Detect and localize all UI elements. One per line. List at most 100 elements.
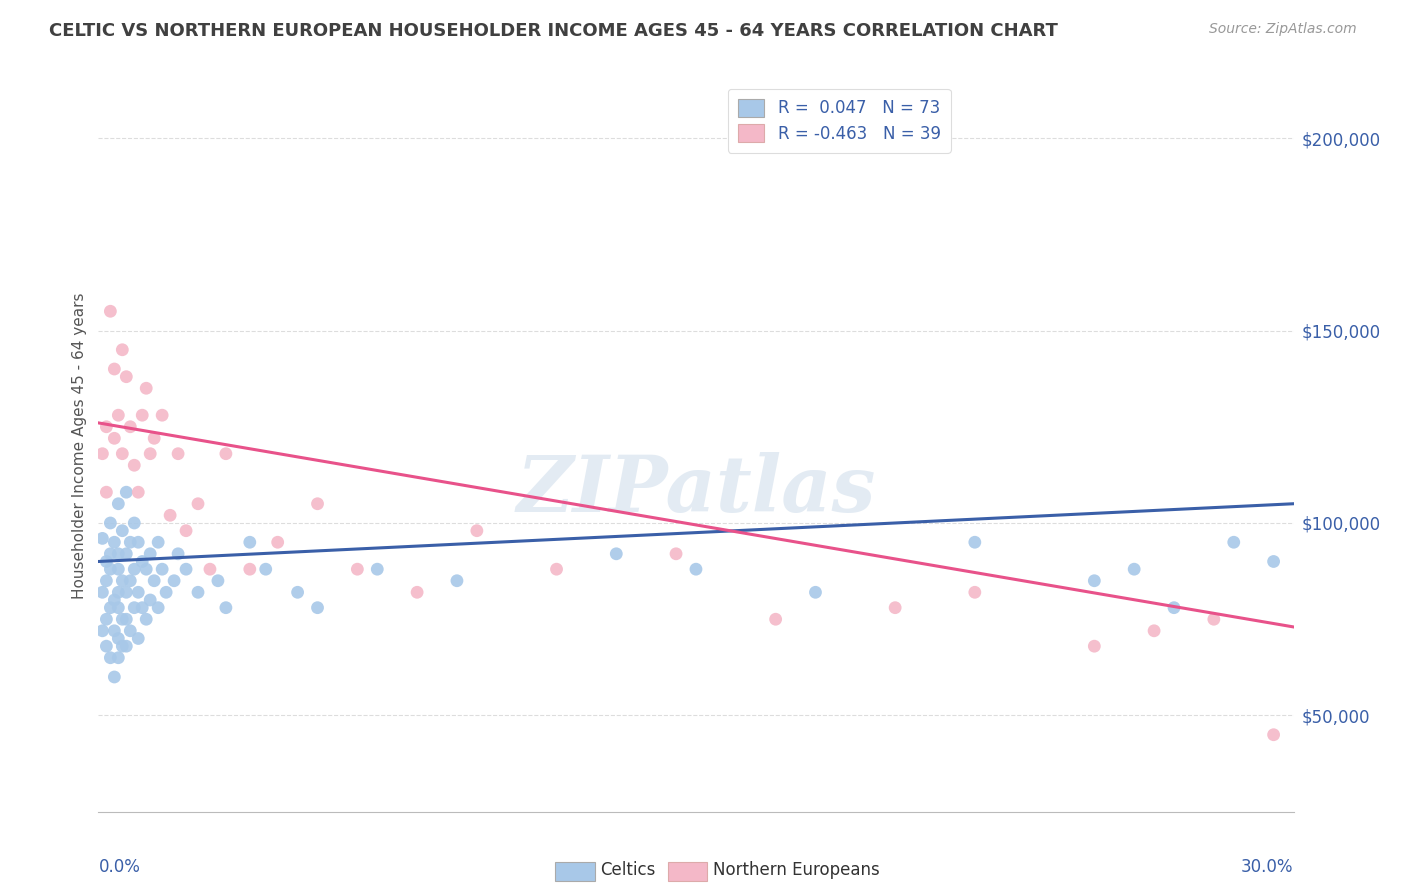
Point [96, 639, 118, 653]
Point [111, 447, 134, 461]
Point [107, 562, 129, 576]
Point [96, 485, 118, 500]
Point [148, 600, 170, 615]
Point [120, 535, 142, 549]
Point [111, 639, 134, 653]
Point [346, 562, 368, 576]
Point [267, 535, 290, 549]
Point [1263, 728, 1285, 742]
Point [131, 600, 153, 615]
Point [103, 431, 125, 445]
Text: ZIPatlas: ZIPatlas [516, 451, 876, 528]
Point [127, 632, 149, 646]
Point [174, 562, 197, 576]
Point [107, 600, 129, 615]
Point [98, 304, 122, 318]
Point [1083, 574, 1105, 588]
Point [103, 535, 125, 549]
Point [159, 508, 181, 523]
Point [135, 612, 157, 626]
Point [207, 574, 229, 588]
Point [103, 362, 125, 376]
Point [187, 585, 209, 599]
Point [150, 562, 173, 576]
Point [124, 458, 146, 473]
Point [546, 562, 568, 576]
Point [167, 447, 190, 461]
Point [103, 593, 125, 607]
Point [148, 535, 170, 549]
Point [115, 485, 138, 500]
Point [98, 650, 122, 665]
Point [103, 624, 125, 638]
Point [107, 585, 129, 599]
Point [1223, 535, 1246, 549]
Point [446, 574, 468, 588]
Legend: R =  0.047   N = 73, R = -0.463   N = 39: R = 0.047 N = 73, R = -0.463 N = 39 [727, 88, 950, 153]
Point [98, 516, 122, 530]
Point [115, 612, 138, 626]
Point [98, 600, 122, 615]
Text: CELTIC VS NORTHERN EUROPEAN HOUSEHOLDER INCOME AGES 45 - 64 YEARS CORRELATION CH: CELTIC VS NORTHERN EUROPEAN HOUSEHOLDER … [49, 22, 1059, 40]
Point [131, 554, 153, 568]
Point [91, 624, 114, 638]
Point [111, 343, 134, 357]
Point [307, 600, 329, 615]
Point [131, 408, 153, 422]
Point [107, 408, 129, 422]
Y-axis label: Householder Income Ages 45 - 64 years: Householder Income Ages 45 - 64 years [72, 293, 87, 599]
Point [124, 562, 146, 576]
Point [198, 562, 221, 576]
Point [174, 524, 197, 538]
Point [135, 381, 157, 395]
Point [124, 516, 146, 530]
Point [107, 547, 129, 561]
Point [107, 650, 129, 665]
Point [98, 562, 122, 576]
Point [103, 670, 125, 684]
Point [120, 624, 142, 638]
Point [155, 585, 177, 599]
Point [115, 547, 138, 561]
Point [107, 497, 129, 511]
Point [139, 593, 162, 607]
Point [115, 369, 138, 384]
Point [98, 547, 122, 561]
Point [1202, 612, 1225, 626]
Point [287, 585, 309, 599]
Point [115, 585, 138, 599]
Point [135, 562, 157, 576]
Point [1123, 562, 1146, 576]
Text: Source: ZipAtlas.com: Source: ZipAtlas.com [1209, 22, 1357, 37]
Point [187, 497, 209, 511]
Point [963, 585, 986, 599]
Point [96, 574, 118, 588]
Point [406, 585, 429, 599]
Point [127, 535, 149, 549]
Point [127, 485, 149, 500]
Text: 30.0%: 30.0% [1241, 858, 1294, 876]
Point [605, 547, 627, 561]
Point [215, 600, 238, 615]
Point [120, 419, 142, 434]
Point [307, 497, 329, 511]
Point [1143, 624, 1166, 638]
Point [96, 419, 118, 434]
Point [465, 524, 488, 538]
Point [215, 447, 238, 461]
Point [143, 431, 166, 445]
Point [963, 535, 986, 549]
Point [765, 612, 787, 626]
Point [143, 574, 166, 588]
Point [150, 408, 173, 422]
Point [366, 562, 388, 576]
Point [163, 574, 186, 588]
Point [1263, 554, 1285, 568]
Point [127, 585, 149, 599]
Point [1163, 600, 1185, 615]
Text: Celtics: Celtics [600, 861, 655, 879]
Point [884, 600, 907, 615]
Point [254, 562, 277, 576]
Point [91, 585, 114, 599]
Point [124, 600, 146, 615]
